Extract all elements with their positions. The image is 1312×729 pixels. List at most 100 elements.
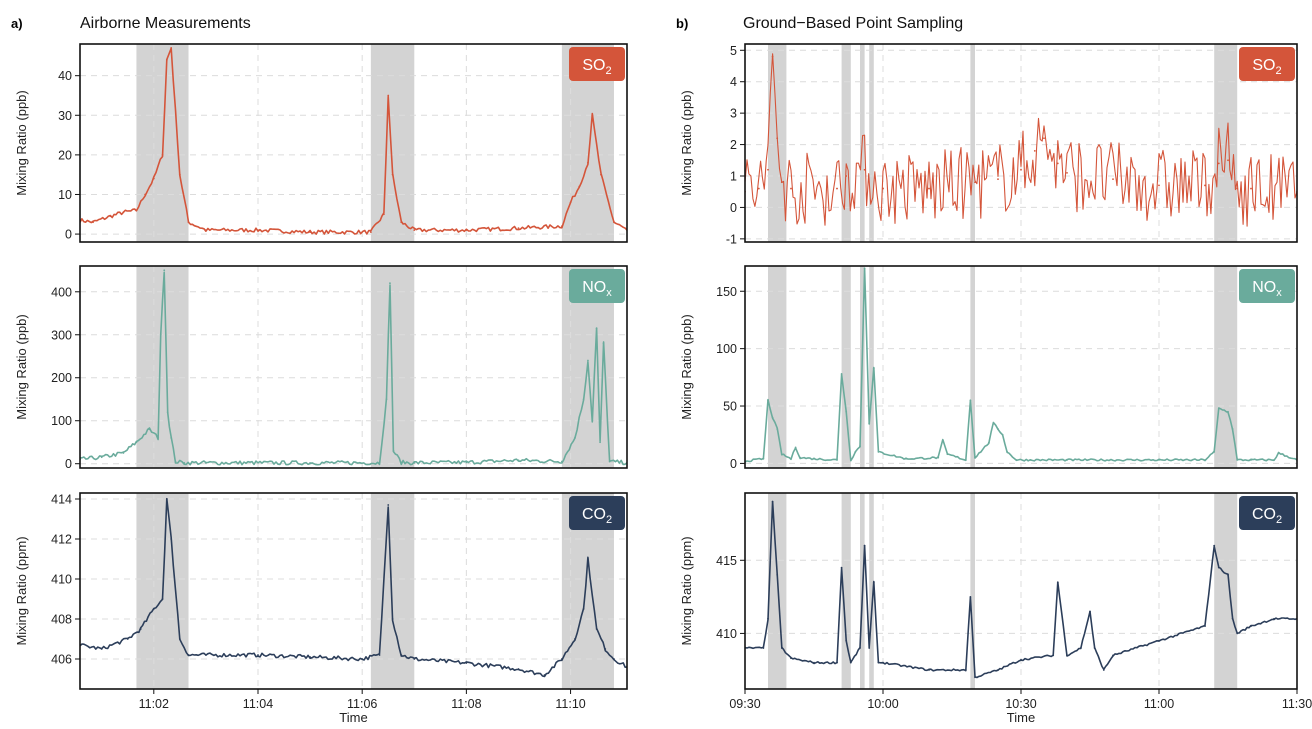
data-point <box>517 668 520 670</box>
data-point <box>767 168 769 171</box>
data-point <box>1277 452 1280 454</box>
y-tick-label: 100 <box>716 342 737 356</box>
data-point <box>109 215 112 218</box>
data-point <box>600 173 602 176</box>
data-point <box>771 55 774 58</box>
data-point <box>997 428 999 430</box>
shaded-interval <box>841 493 851 689</box>
data-point <box>152 608 155 610</box>
x-tick-label: 11:08 <box>451 697 481 711</box>
data-point <box>163 269 166 272</box>
data-point <box>1236 632 1239 635</box>
data-point <box>257 654 259 656</box>
x-tick-label: 11:02 <box>139 697 169 711</box>
data-point <box>1066 171 1068 174</box>
data-point <box>905 457 907 460</box>
data-point <box>762 457 765 460</box>
data-point <box>608 460 611 463</box>
data-point <box>599 441 601 444</box>
data-point <box>877 661 880 664</box>
data-point <box>1227 410 1229 413</box>
data-point <box>148 428 151 431</box>
data-point <box>1204 625 1206 628</box>
data-point <box>1043 137 1045 140</box>
data-point <box>161 153 164 156</box>
data-point <box>928 669 930 671</box>
data-point <box>941 439 944 442</box>
species-badge-label: CO2 <box>1252 506 1282 526</box>
species-badge-label: NOx <box>1252 279 1282 299</box>
x-tick-label: 10:00 <box>867 697 898 711</box>
y-axis-label: Mixing Ratio (ppb) <box>14 314 29 420</box>
x-tick-label: 11:04 <box>243 697 273 711</box>
data-point <box>840 372 843 375</box>
data-point <box>309 656 311 658</box>
data-point <box>135 209 138 212</box>
data-point <box>813 661 815 664</box>
data-point <box>974 181 976 184</box>
data-point <box>840 566 843 569</box>
species-badge <box>569 269 625 303</box>
y-tick-label: 150 <box>716 285 737 299</box>
data-point <box>391 173 394 176</box>
data-point <box>1102 669 1105 671</box>
data-point <box>872 581 875 584</box>
data-point <box>389 282 391 285</box>
data-point <box>1066 654 1068 657</box>
data-point <box>574 437 576 439</box>
data-point <box>135 441 138 444</box>
panel-a-title: Airborne Measurements <box>80 15 251 32</box>
data-point <box>946 453 949 456</box>
data-point <box>587 558 589 560</box>
species-badge-label: SO2 <box>1252 57 1281 77</box>
data-point <box>170 437 173 439</box>
data-point <box>1020 168 1022 171</box>
data-point <box>1079 647 1082 649</box>
data-point <box>187 654 190 656</box>
data-point <box>178 173 181 176</box>
data-point <box>813 457 815 460</box>
data-point <box>845 175 848 177</box>
data-point <box>413 461 416 464</box>
plot-frame <box>79 265 628 469</box>
panel-a-tag: a) <box>11 16 23 31</box>
species-badge <box>1239 269 1295 303</box>
x-axis-label: Time <box>339 710 367 725</box>
y-tick-label: 300 <box>51 328 72 342</box>
plot-a-nox: 0 100 200 300 400 Mixing Ratio (ppb) NOx <box>14 265 628 471</box>
y-axis-label: Mixing Ratio (ppb) <box>679 90 694 196</box>
data-point <box>369 231 372 234</box>
data-point <box>465 229 468 232</box>
shaded-interval <box>370 493 415 689</box>
data-point <box>964 459 967 461</box>
data-point <box>517 459 520 462</box>
y-tick-label: 412 <box>51 533 72 547</box>
data-point <box>392 449 395 452</box>
data-point <box>602 342 605 345</box>
data-point <box>1250 187 1252 190</box>
data-point <box>170 47 173 49</box>
data-point <box>165 58 168 61</box>
plot-b-co2: 410 415 09:30 10:00 10:30 11:00 11:30 Mixing Ra… <box>679 492 1312 725</box>
data-point <box>165 498 168 500</box>
data-point <box>1236 459 1239 461</box>
y-axis-label: Mixing Ratio (ppb) <box>679 314 694 420</box>
data-point <box>849 459 852 461</box>
shaded-interval <box>370 44 415 242</box>
data-point <box>794 446 797 449</box>
data-point <box>836 661 838 664</box>
data-point <box>204 654 207 656</box>
data-point <box>859 647 861 649</box>
data-point <box>1217 162 1220 165</box>
data-point <box>776 574 779 576</box>
data-point <box>790 187 792 190</box>
data-point <box>204 461 207 464</box>
data-point <box>780 181 783 184</box>
species-badge <box>1239 496 1295 530</box>
data-point <box>144 193 147 196</box>
data-point <box>382 213 385 216</box>
data-point <box>582 398 585 401</box>
data-point <box>799 456 802 459</box>
data-point <box>309 231 311 234</box>
series-line <box>80 47 627 235</box>
